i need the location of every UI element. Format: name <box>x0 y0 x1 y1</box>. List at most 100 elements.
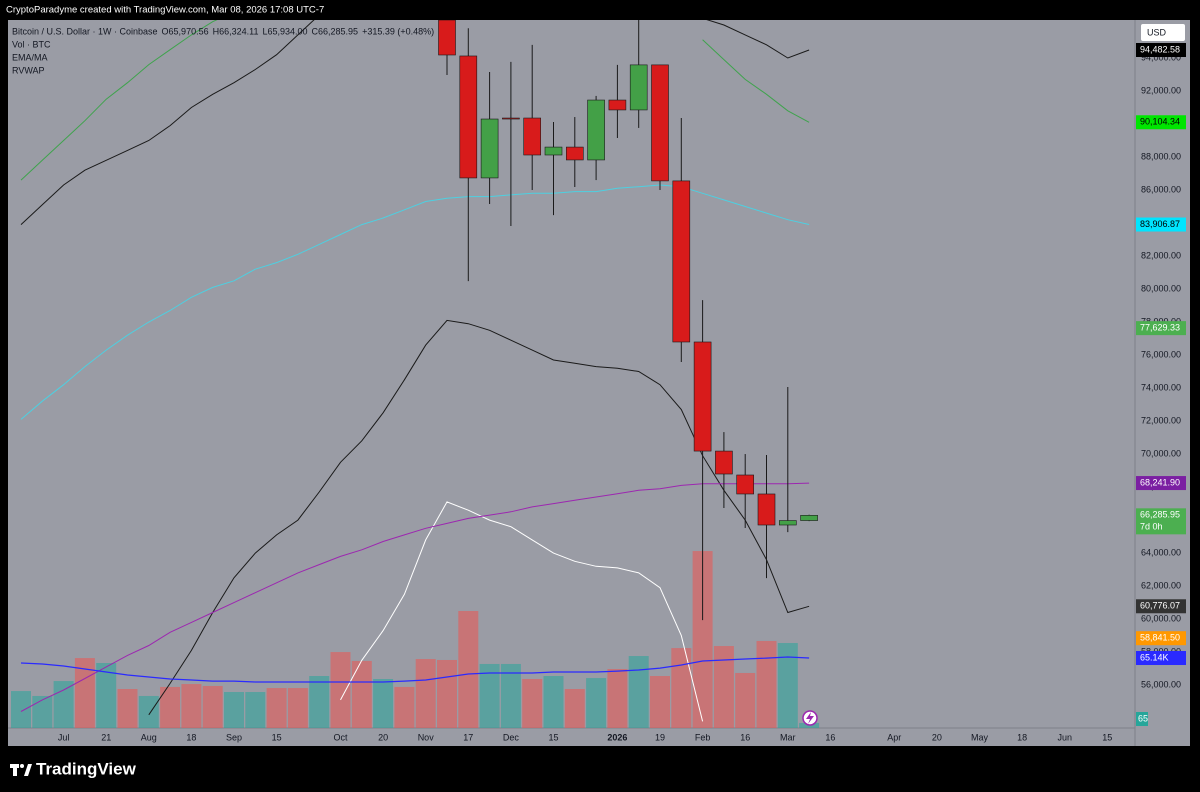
x-tick-label: Nov <box>418 732 435 742</box>
indicator-line <box>20 20 315 225</box>
volume-bar <box>735 672 756 728</box>
y-tick-label: 76,000.00 <box>1141 349 1181 359</box>
price-tag <box>1136 508 1186 535</box>
volume-bar <box>224 692 244 728</box>
x-tick-label: 18 <box>186 732 196 742</box>
price-tag-label: 65.14K <box>1140 652 1169 662</box>
x-tick-label: 16 <box>825 732 835 742</box>
candle-body <box>651 64 669 182</box>
candle-body <box>693 341 712 452</box>
price-tag-label: 68,241.90 <box>1140 477 1180 487</box>
y-tick-label: 70,000.00 <box>1141 448 1181 458</box>
candle-body <box>736 474 755 495</box>
volume-bar <box>202 685 223 728</box>
indicator-label: Vol · BTC <box>12 39 51 49</box>
x-tick-label: 18 <box>1017 732 1027 742</box>
currency[interactable]: USD <box>1147 27 1167 37</box>
price-tag-label: 58,841.50 <box>1140 633 1180 643</box>
candle-body <box>778 520 797 526</box>
volume-bar <box>138 695 159 728</box>
ohlc-value: L65,934.00 <box>262 26 307 36</box>
volume-bar <box>394 686 415 728</box>
y-tick-label: 80,000.00 <box>1141 283 1181 293</box>
volume-bar <box>692 551 713 728</box>
x-tick-label: Jun <box>1057 732 1072 742</box>
candle-body <box>459 55 478 179</box>
volume-bar <box>53 681 74 728</box>
x-tick-label: Sep <box>226 732 242 742</box>
volume-bar <box>32 695 53 728</box>
x-tick-label: 21 <box>101 732 111 742</box>
plot-area <box>11 20 820 728</box>
volume-bar <box>500 663 521 728</box>
x-tick-label: May <box>971 732 989 742</box>
volume-bar <box>586 678 607 728</box>
price-tag <box>1136 115 1186 130</box>
y-tick-label: 94,000.00 <box>1141 52 1181 62</box>
indicator-line <box>706 20 810 59</box>
volume-bar <box>373 679 394 728</box>
credit: CryptoParadyme created with TradingView.… <box>6 5 324 16</box>
x-tick-label: 19 <box>655 732 665 742</box>
change: +315.39 (+0.48%) <box>362 26 434 36</box>
x-tick-label: 2026 <box>607 732 627 742</box>
candle-body <box>672 180 691 343</box>
indicator-line <box>702 39 810 123</box>
y-tick-label: 82,000.00 <box>1141 250 1181 260</box>
volume-bar <box>11 691 31 728</box>
candle-body <box>502 117 520 120</box>
volume-tag <box>1136 712 1148 726</box>
volume-bar <box>330 652 351 728</box>
volume-tag-label: 65 <box>1138 713 1148 723</box>
candle-body <box>565 146 584 161</box>
price-tag <box>1136 476 1186 491</box>
indicator-line <box>340 501 704 722</box>
spark-icon[interactable] <box>802 710 818 726</box>
volume-bar <box>96 663 117 728</box>
x-tick-label: 15 <box>1102 732 1112 742</box>
indicator-line <box>20 20 218 181</box>
x-tick-label: Mar <box>780 732 796 742</box>
ohlc-value: H66,324.11 <box>213 26 259 36</box>
volume-bar <box>628 656 649 728</box>
price-tag <box>1136 599 1186 614</box>
volume-bar <box>607 669 628 728</box>
volume-bar <box>671 648 692 728</box>
symbol: Bitcoin / U.S. Dollar · 1W · Coinbase <box>12 26 158 36</box>
candle-body <box>438 20 456 56</box>
currency-box[interactable] <box>1141 24 1185 41</box>
volume-bar <box>181 684 202 728</box>
x-tick-label: 20 <box>378 732 388 742</box>
candle-body <box>480 118 499 179</box>
volume-bar <box>522 679 543 728</box>
candle-body <box>544 146 563 156</box>
price-tag-label: 66,285.95 <box>1140 510 1180 520</box>
x-tick-label: 20 <box>932 732 942 742</box>
y-tick-label: 60,000.00 <box>1141 613 1181 623</box>
volume-bar <box>287 688 308 728</box>
x-tick-label: Aug <box>141 732 157 742</box>
volume-bar <box>309 676 330 728</box>
candle-body <box>715 450 733 475</box>
indicator-label: EMA/MA <box>12 52 48 62</box>
candle-body <box>608 99 627 111</box>
ohlc-value: O65,970.56 <box>162 26 209 36</box>
volume-bar <box>650 676 670 728</box>
x-tick-label: 15 <box>548 732 558 742</box>
x-tick-label: Dec <box>503 732 520 742</box>
y-tick-label: 72,000.00 <box>1141 415 1181 425</box>
x-tick-label: Jul <box>58 732 70 742</box>
volume-bar <box>437 659 457 728</box>
indicator-line <box>20 482 810 712</box>
price-tag-label: 94,482.58 <box>1140 44 1180 54</box>
candle-body <box>587 99 605 161</box>
y-tick-label: 86,000.00 <box>1141 184 1181 194</box>
ohlc-value: C66,285.95 <box>312 26 359 36</box>
volume-bar <box>543 676 564 728</box>
y-tick-label: 74,000.00 <box>1141 382 1181 392</box>
volume-ma-line <box>20 656 810 683</box>
y-tick-label: 64,000.00 <box>1141 547 1181 557</box>
x-tick-label: 16 <box>740 732 750 742</box>
candle-body <box>800 515 818 521</box>
volume-bar <box>479 663 500 728</box>
